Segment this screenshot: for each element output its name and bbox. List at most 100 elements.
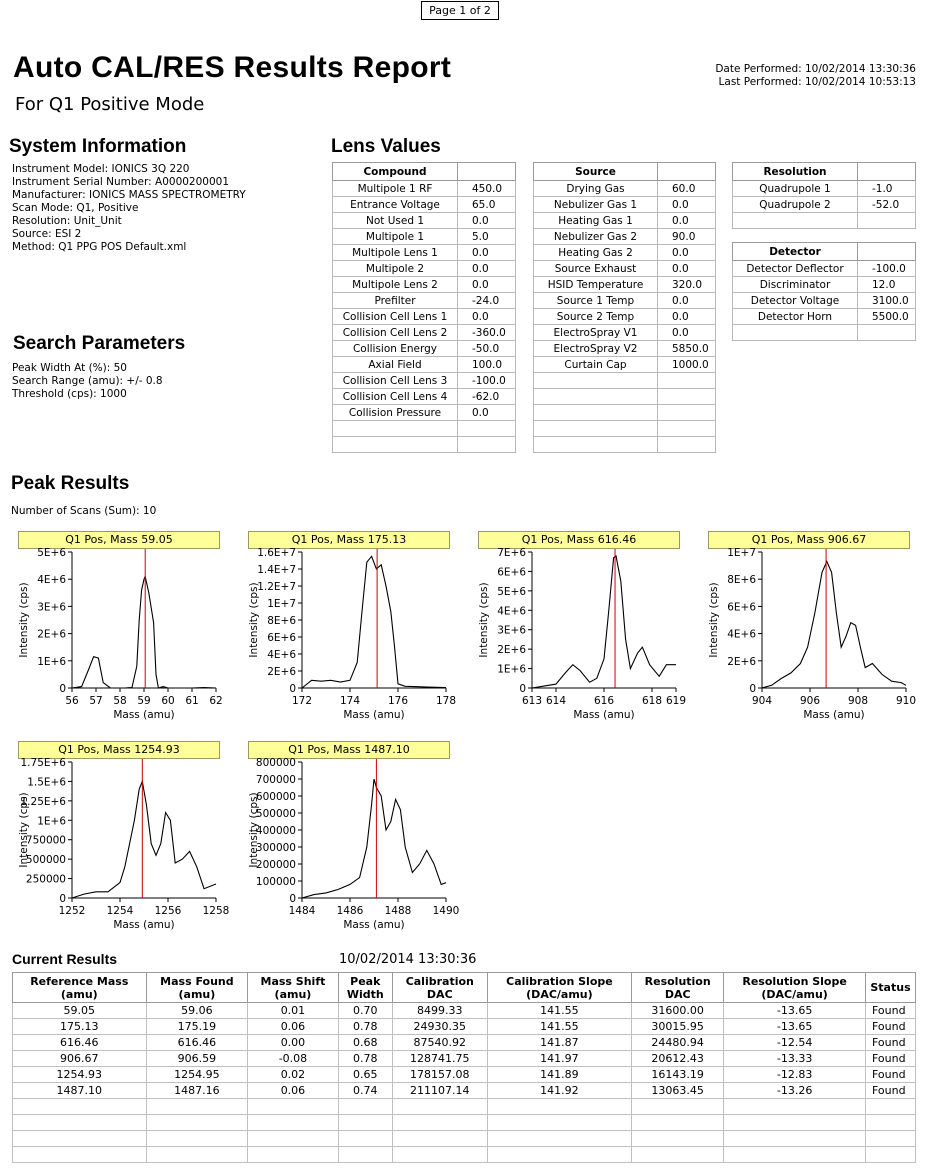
results-cell: -13.65 xyxy=(723,1002,866,1019)
compound-param-value: 65.0 xyxy=(457,196,516,213)
results-cell: 175.19 xyxy=(145,1018,249,1035)
last-performed: Last Performed: 10/02/2014 10:53:13 xyxy=(718,76,916,88)
system-info-line: Instrument Model: IONICS 3Q 220 xyxy=(12,163,190,175)
source-param-name: ElectroSpray V2 xyxy=(533,340,658,357)
search-param-line: Threshold (cps): 1000 xyxy=(12,388,127,400)
source-row xyxy=(533,372,716,389)
y-tick-label: 1.6E+7 xyxy=(257,547,296,559)
source-param-value xyxy=(657,372,716,389)
results-cell: 1254.93 xyxy=(12,1066,147,1083)
source-value-header xyxy=(657,162,716,181)
resolution-param-name: Quadrupole 2 xyxy=(732,196,858,213)
y-tick-label: 300000 xyxy=(256,842,296,854)
y-tick-label: 4E+6 xyxy=(37,574,66,586)
x-axis-label: Mass (amu) xyxy=(113,919,174,931)
compound-param-name: Multipole 1 RF xyxy=(332,180,458,197)
results-cell xyxy=(12,1146,147,1163)
results-cell xyxy=(723,1114,866,1131)
x-tick-label: 614 xyxy=(546,695,566,707)
results-cell: -12.83 xyxy=(723,1066,866,1083)
compound-row: Collision Cell Lens 4 -62.0 xyxy=(332,388,516,405)
detector-param-name: Detector Deflector xyxy=(732,260,858,277)
x-tick-label: 1484 xyxy=(289,905,316,917)
y-tick-label: 1E+6 xyxy=(37,815,66,827)
source-row xyxy=(533,388,716,405)
results-cell: 0.78 xyxy=(337,1018,393,1035)
results-cell: 141.89 xyxy=(486,1066,633,1083)
results-cell xyxy=(865,1114,916,1131)
results-cell: 906.67 xyxy=(12,1050,147,1067)
resolution-param-value: -52.0 xyxy=(857,196,916,213)
x-tick-label: 908 xyxy=(848,695,868,707)
compound-param-value: 0.0 xyxy=(457,404,516,421)
results-cell xyxy=(391,1130,488,1147)
detector-value-header xyxy=(857,242,916,261)
y-tick-label: 500000 xyxy=(26,854,66,866)
y-tick-label: 800000 xyxy=(256,757,296,769)
x-tick-label: 174 xyxy=(340,695,360,707)
y-tick-label: 1E+6 xyxy=(497,664,526,676)
results-cell: Found xyxy=(865,1034,916,1051)
y-tick-label: 200000 xyxy=(256,859,296,871)
y-tick-label: 600000 xyxy=(256,791,296,803)
compound-row: Collision Cell Lens 3 -100.0 xyxy=(332,372,516,389)
detector-param-value xyxy=(857,324,916,341)
source-param-name: Drying Gas xyxy=(533,180,658,197)
results-cell xyxy=(723,1130,866,1147)
search-param-line: Peak Width At (%): 50 xyxy=(12,362,127,374)
detector-table: Detector Detector Deflector -100.0 Discrim… xyxy=(732,242,916,341)
source-row: Curtain Cap 1000.0 xyxy=(533,356,716,373)
source-row: HSID Temperature 320.0 xyxy=(533,276,716,293)
chart-title: Q1 Pos, Mass 1254.93 xyxy=(18,741,220,759)
results-cell xyxy=(486,1130,633,1147)
source-row: ElectroSpray V2 5850.0 xyxy=(533,340,716,357)
compound-param-value xyxy=(457,420,516,437)
source-param-value: 0.0 xyxy=(657,196,716,213)
results-cell: -13.33 xyxy=(723,1050,866,1067)
results-cell: 0.70 xyxy=(337,1002,393,1019)
y-tick-label: 0 xyxy=(519,683,526,695)
source-param-value: 5850.0 xyxy=(657,340,716,357)
y-tick-label: 5E+6 xyxy=(497,586,526,598)
results-cell: 1487.10 xyxy=(12,1082,147,1099)
chart-title: Q1 Pos, Mass 175.13 xyxy=(248,531,450,549)
compound-row: Collision Energy -50.0 xyxy=(332,340,516,357)
y-tick-label: 6E+6 xyxy=(497,566,526,578)
detector-param-name: Detector Voltage xyxy=(732,292,858,309)
resolution-value-header xyxy=(857,162,916,181)
compound-param-name: Multipole 1 xyxy=(332,228,458,245)
detector-row: Detector Voltage 3100.0 xyxy=(732,292,916,309)
x-axis-label: Mass (amu) xyxy=(343,709,404,721)
resolution-param-name: Quadrupole 1 xyxy=(732,180,858,197)
results-cell: Found xyxy=(865,1066,916,1083)
y-tick-label: 500000 xyxy=(256,808,296,820)
results-column-header: Calibration DAC xyxy=(391,972,488,1003)
results-cell: 87540.92 xyxy=(391,1034,488,1051)
y-tick-label: 1E+6 xyxy=(37,656,66,668)
results-cell xyxy=(391,1114,488,1131)
compound-param-name: Collision Cell Lens 4 xyxy=(332,388,458,405)
results-cell: 0.78 xyxy=(337,1050,393,1067)
results-cell: 13063.45 xyxy=(631,1082,725,1099)
compound-param-value: 0.0 xyxy=(457,260,516,277)
results-cell xyxy=(865,1130,916,1147)
y-tick-label: 3E+6 xyxy=(37,601,66,613)
compound-row: Collision Pressure 0.0 xyxy=(332,404,516,421)
source-row: Heating Gas 2 0.0 xyxy=(533,244,716,261)
results-column-unit: DAC xyxy=(426,987,453,1001)
source-param-name xyxy=(533,436,658,453)
x-tick-label: 62 xyxy=(209,695,222,707)
compound-param-name: Collision Cell Lens 1 xyxy=(332,308,458,325)
results-column-unit: DAC xyxy=(664,987,691,1001)
x-tick-label: 1488 xyxy=(385,905,412,917)
results-column-title: Status xyxy=(870,981,911,994)
system-info-list: Instrument Model: IONICS 3Q 220 Instrume… xyxy=(12,163,246,254)
results-column-unit: Width xyxy=(346,987,384,1001)
results-row: 1254.93 1254.95 0.02 0.65 178157.08 141.89 161… xyxy=(12,1066,916,1083)
compound-row: Entrance Voltage 65.0 xyxy=(332,196,516,213)
x-tick-label: 60 xyxy=(161,695,174,707)
y-tick-label: 0 xyxy=(749,683,756,695)
source-row: Nebulizer Gas 2 90.0 xyxy=(533,228,716,245)
x-tick-label: 178 xyxy=(436,695,456,707)
detector-param-name: Discriminator xyxy=(732,276,858,293)
